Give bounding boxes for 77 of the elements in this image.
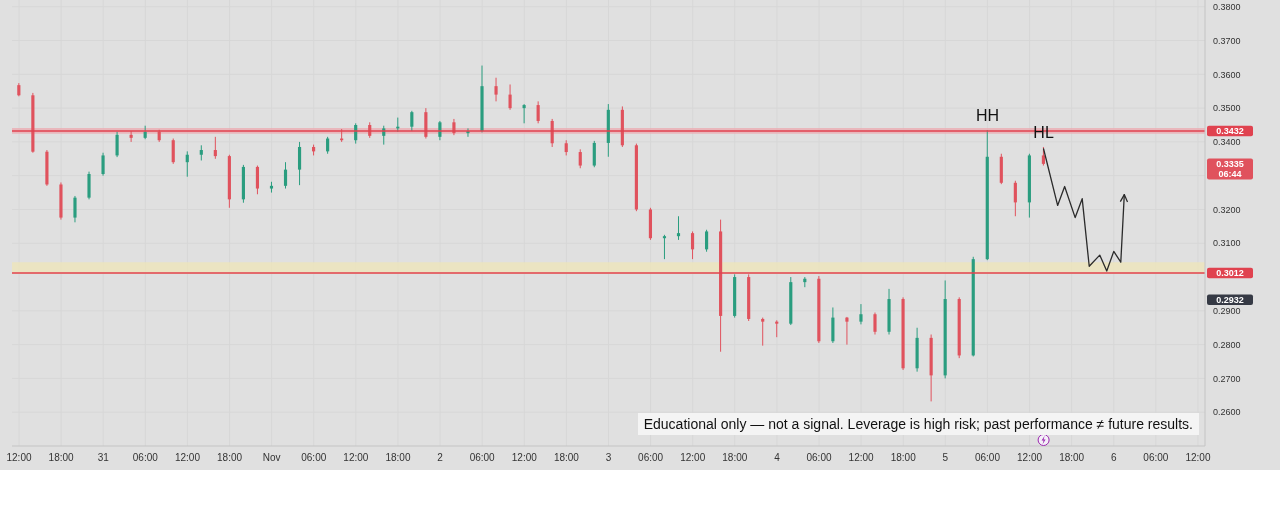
candlestick — [831, 306, 835, 344]
candlestick — [845, 316, 849, 346]
x-tick-label: 06:00 — [638, 452, 664, 464]
y-tick-label: 0.3100 — [1213, 238, 1241, 249]
candlestick — [213, 136, 217, 160]
candlestick — [1013, 180, 1017, 217]
x-tick-label: 06:00 — [974, 452, 1001, 464]
y-tick-label: 0.2600 — [1213, 407, 1241, 418]
x-tick-label: 18:00 — [722, 452, 748, 464]
candlestick — [410, 110, 414, 132]
candlestick — [522, 103, 526, 124]
text: 0.2932 — [1216, 294, 1244, 305]
candlestick — [690, 230, 695, 260]
candlestick — [255, 165, 260, 195]
x-tick-label: 2 — [437, 452, 444, 464]
y-tick-label: 0.3500 — [1213, 103, 1241, 114]
x-tick-label: 12:00 — [343, 452, 369, 464]
candlestick — [185, 150, 189, 178]
y-tick-label: 0.2800 — [1213, 339, 1241, 350]
y-tick-label: 0.2900 — [1213, 306, 1241, 317]
candlestick — [859, 303, 863, 325]
x-tick-label: 31 — [97, 452, 110, 464]
text: 0.3335 — [1216, 158, 1244, 169]
candlestick — [761, 317, 765, 347]
annotation: Educational only — not a signal. Leverage is high risk; past performance ≠ future results. — [637, 413, 1199, 435]
candlestick — [536, 100, 540, 124]
candlestick — [704, 229, 709, 253]
candlestick — [592, 140, 596, 168]
x-tick-label: 12:00 — [1017, 452, 1043, 464]
x-tick-label: 12:00 — [6, 452, 32, 464]
candlestick — [873, 312, 877, 335]
x-tick-label: 4 — [774, 452, 781, 464]
x-tick-label: 6 — [1110, 452, 1117, 464]
x-tick-label: 12:00 — [511, 452, 538, 464]
candlestick — [283, 161, 288, 190]
x-tick-label: 18:00 — [48, 452, 75, 464]
candlestick — [101, 152, 105, 177]
ref-line-label: 0.3012 — [1216, 268, 1244, 279]
x-tick-label: 06:00 — [469, 452, 496, 464]
y-tick-label: 0.3200 — [1213, 204, 1241, 215]
candlestick — [1041, 146, 1045, 167]
x-tick-label: Nov — [262, 452, 281, 464]
y-tick-label: 0.3800 — [1213, 1, 1241, 12]
x-tick-label: 12:00 — [848, 452, 875, 464]
candlestick — [297, 141, 302, 186]
x-tick-label: 3 — [605, 452, 612, 464]
y-tick-label: 0.3400 — [1213, 137, 1241, 148]
candlestick — [87, 171, 91, 200]
x-tick-label: 06:00 — [1143, 452, 1169, 464]
candlestick — [662, 234, 667, 260]
ref-line-label: 0.3432 — [1216, 126, 1244, 137]
x-tick-label: 12:00 — [680, 452, 706, 464]
x-tick-label: 18:00 — [217, 452, 243, 464]
x-tick-label: 5 — [942, 452, 949, 464]
y-tick-label: 0.2700 — [1213, 373, 1241, 384]
x-tick-label: 12:00 — [1185, 452, 1211, 464]
candlestick — [73, 195, 77, 223]
x-tick-label: 18:00 — [385, 452, 411, 464]
x-tick-label: 18:00 — [553, 452, 580, 464]
x-tick-label: 06:00 — [806, 452, 832, 464]
x-tick-label: 12:00 — [174, 452, 201, 464]
y-tick-label: 0.3600 — [1213, 69, 1241, 80]
y-tick-label: 0.3700 — [1213, 35, 1241, 46]
x-tick-label: 18:00 — [1059, 452, 1085, 464]
x-tick-label: 06:00 — [301, 452, 327, 464]
annotation: HH — [975, 107, 1000, 125]
candlestick — [508, 83, 512, 111]
candlestick — [115, 131, 119, 158]
x-tick-label: 06:00 — [132, 452, 159, 464]
annotation: HL — [1033, 123, 1054, 141]
candlestick — [494, 77, 498, 102]
text: 06:44 — [1218, 169, 1242, 180]
candlestick — [129, 130, 133, 143]
candlestick — [171, 138, 175, 165]
x-tick-label: 18:00 — [890, 452, 917, 464]
candlestick — [578, 148, 582, 169]
candlestick — [676, 215, 681, 241]
